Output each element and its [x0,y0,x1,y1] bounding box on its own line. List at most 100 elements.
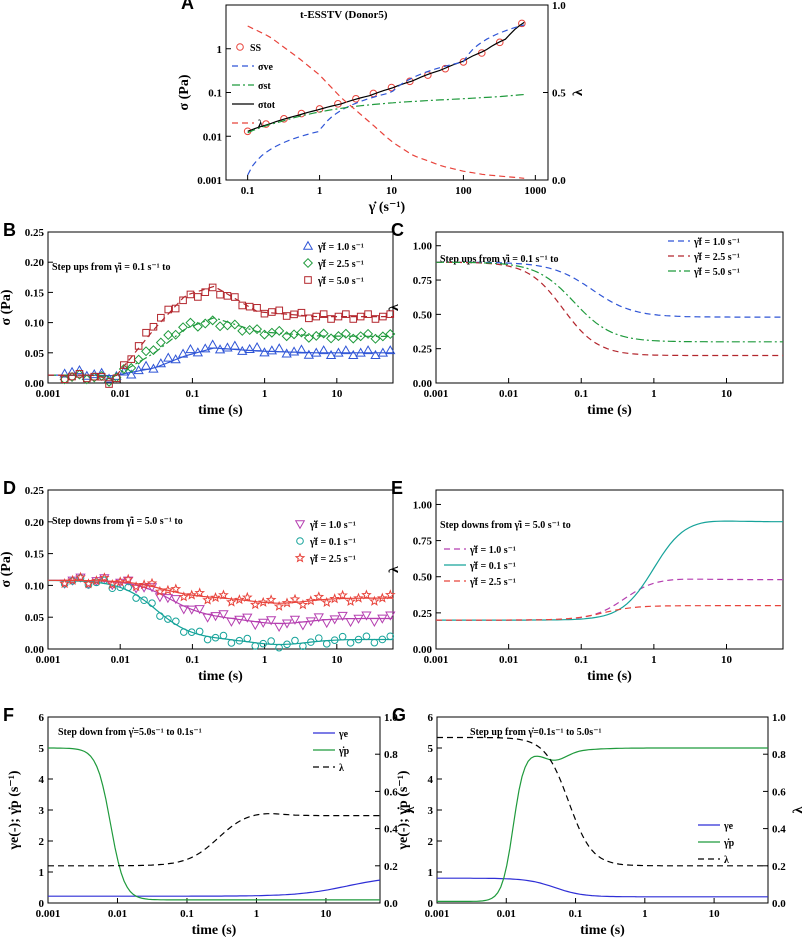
data-point [322,640,331,648]
x-tick-label: 1 [317,185,323,197]
data-point [296,327,307,338]
y-tick-label: 0.75 [413,275,433,287]
y-tick-label: 0.20 [25,517,45,529]
y-tick-label: 1.00 [413,241,433,253]
y2-tick-label: 1.0 [552,0,566,12]
panel-E: 0.001 0.01 0.1 1 10 0.00 0.25 0.50 0.75 1.00 time … [387,478,784,684]
data-point [163,352,174,362]
series-line-gamma-dot-p [437,747,768,902]
plot-frame [47,716,381,904]
data-point [303,349,315,359]
y-tick-label: 6 [39,712,45,724]
legend-label: γ̇f = 2.5 s⁻¹ [693,252,740,263]
data-point [141,346,152,357]
y2-axis-label: λ [571,89,586,96]
legend-marker [294,520,306,530]
data-point [186,605,197,615]
data-point [307,638,315,646]
y-tick-label: 2 [428,836,434,848]
data-point [229,319,240,330]
data-point [370,333,381,344]
x-tick-label: 100 [455,185,472,197]
y2-tick-label: 0.0 [552,175,566,187]
data-point [299,642,307,650]
y-tick-label: 0 [39,898,45,910]
legend-label: γ̇f = 2.5 s⁻¹ [309,554,356,565]
data-point [385,611,396,621]
data-point [386,632,395,641]
data-point [223,292,232,300]
y-tick-label: 5 [39,743,45,755]
x-tick-label: 0.01 [497,908,516,920]
data-point [290,310,298,319]
y-tick-label: 0.05 [25,348,45,360]
data-point [202,594,213,605]
data-point [311,330,322,341]
x-tick-label: 10 [709,908,721,920]
data-point [340,328,351,339]
data-point [148,363,159,373]
data-point [253,304,261,312]
data-point [297,308,306,317]
data-point [377,347,389,357]
data-point [321,619,332,629]
data-point [200,343,211,353]
x-axis-label: time (s) [587,403,632,418]
data-point [148,599,156,607]
x-tick-label: 1 [651,654,657,666]
data-point [178,591,190,602]
panel-annotation: Step down from γ̇=5.0s⁻¹ to 0.1s⁻¹ [58,727,202,738]
y-tick-label: 0.00 [25,644,45,656]
data-point [251,642,260,650]
data-point [149,322,158,331]
data-point [162,594,174,604]
data-point [133,354,144,365]
y-tick-label: 3 [39,805,45,817]
data-point [146,583,158,593]
data-point [186,290,195,299]
data-point [312,312,321,321]
data-point [226,596,237,607]
panel-annotation: Step ups from γ̇i = 0.1 s⁻¹ to [440,254,558,265]
data-point [369,617,380,627]
y-tick-label: 5 [428,743,434,755]
y-tick-label: 0.1 [208,88,222,100]
y-tick-label: 1 [39,867,45,879]
data-point [156,612,164,620]
x-tick-label: 1 [642,908,648,920]
legend-marker [304,276,312,284]
data-point [83,578,94,589]
data-point [370,349,381,360]
data-point [259,639,267,648]
legend-label: γ̇f = 0.1 s⁻¹ [469,561,516,572]
x-axis-label: time (s) [580,923,625,938]
legend-label: γe [723,821,734,832]
data-point [319,310,328,318]
data-point [243,634,252,643]
legend-label: γ̇p [723,838,735,849]
data-point [163,329,174,341]
data-point [210,612,221,622]
data-point [385,329,396,340]
data-point [273,600,285,611]
y-axis-label: λ [387,566,402,573]
data-point [124,583,132,592]
data-point [297,599,309,610]
data-point [386,310,395,318]
data-point [369,595,380,606]
legend-label: γ̇f = 1.0 s⁻¹ [309,520,356,531]
data-point [185,344,196,354]
data-point [164,615,172,623]
data-point [356,312,365,321]
data-point [194,605,205,615]
plot-frame [47,489,394,650]
data-point [195,627,204,636]
x-tick-label: 0.1 [574,388,588,400]
legend-label: γ̇f = 1.0 s⁻¹ [693,237,740,248]
data-point [289,593,301,604]
y-tick-label: 1.00 [413,499,433,511]
panel-B: 0.001 0.01 0.1 1 10 0.00 0.05 0.10 0.15 0.20 0.25 t… [0,220,396,418]
series-line [436,605,783,621]
data-point [283,640,291,649]
data-point [202,613,213,623]
